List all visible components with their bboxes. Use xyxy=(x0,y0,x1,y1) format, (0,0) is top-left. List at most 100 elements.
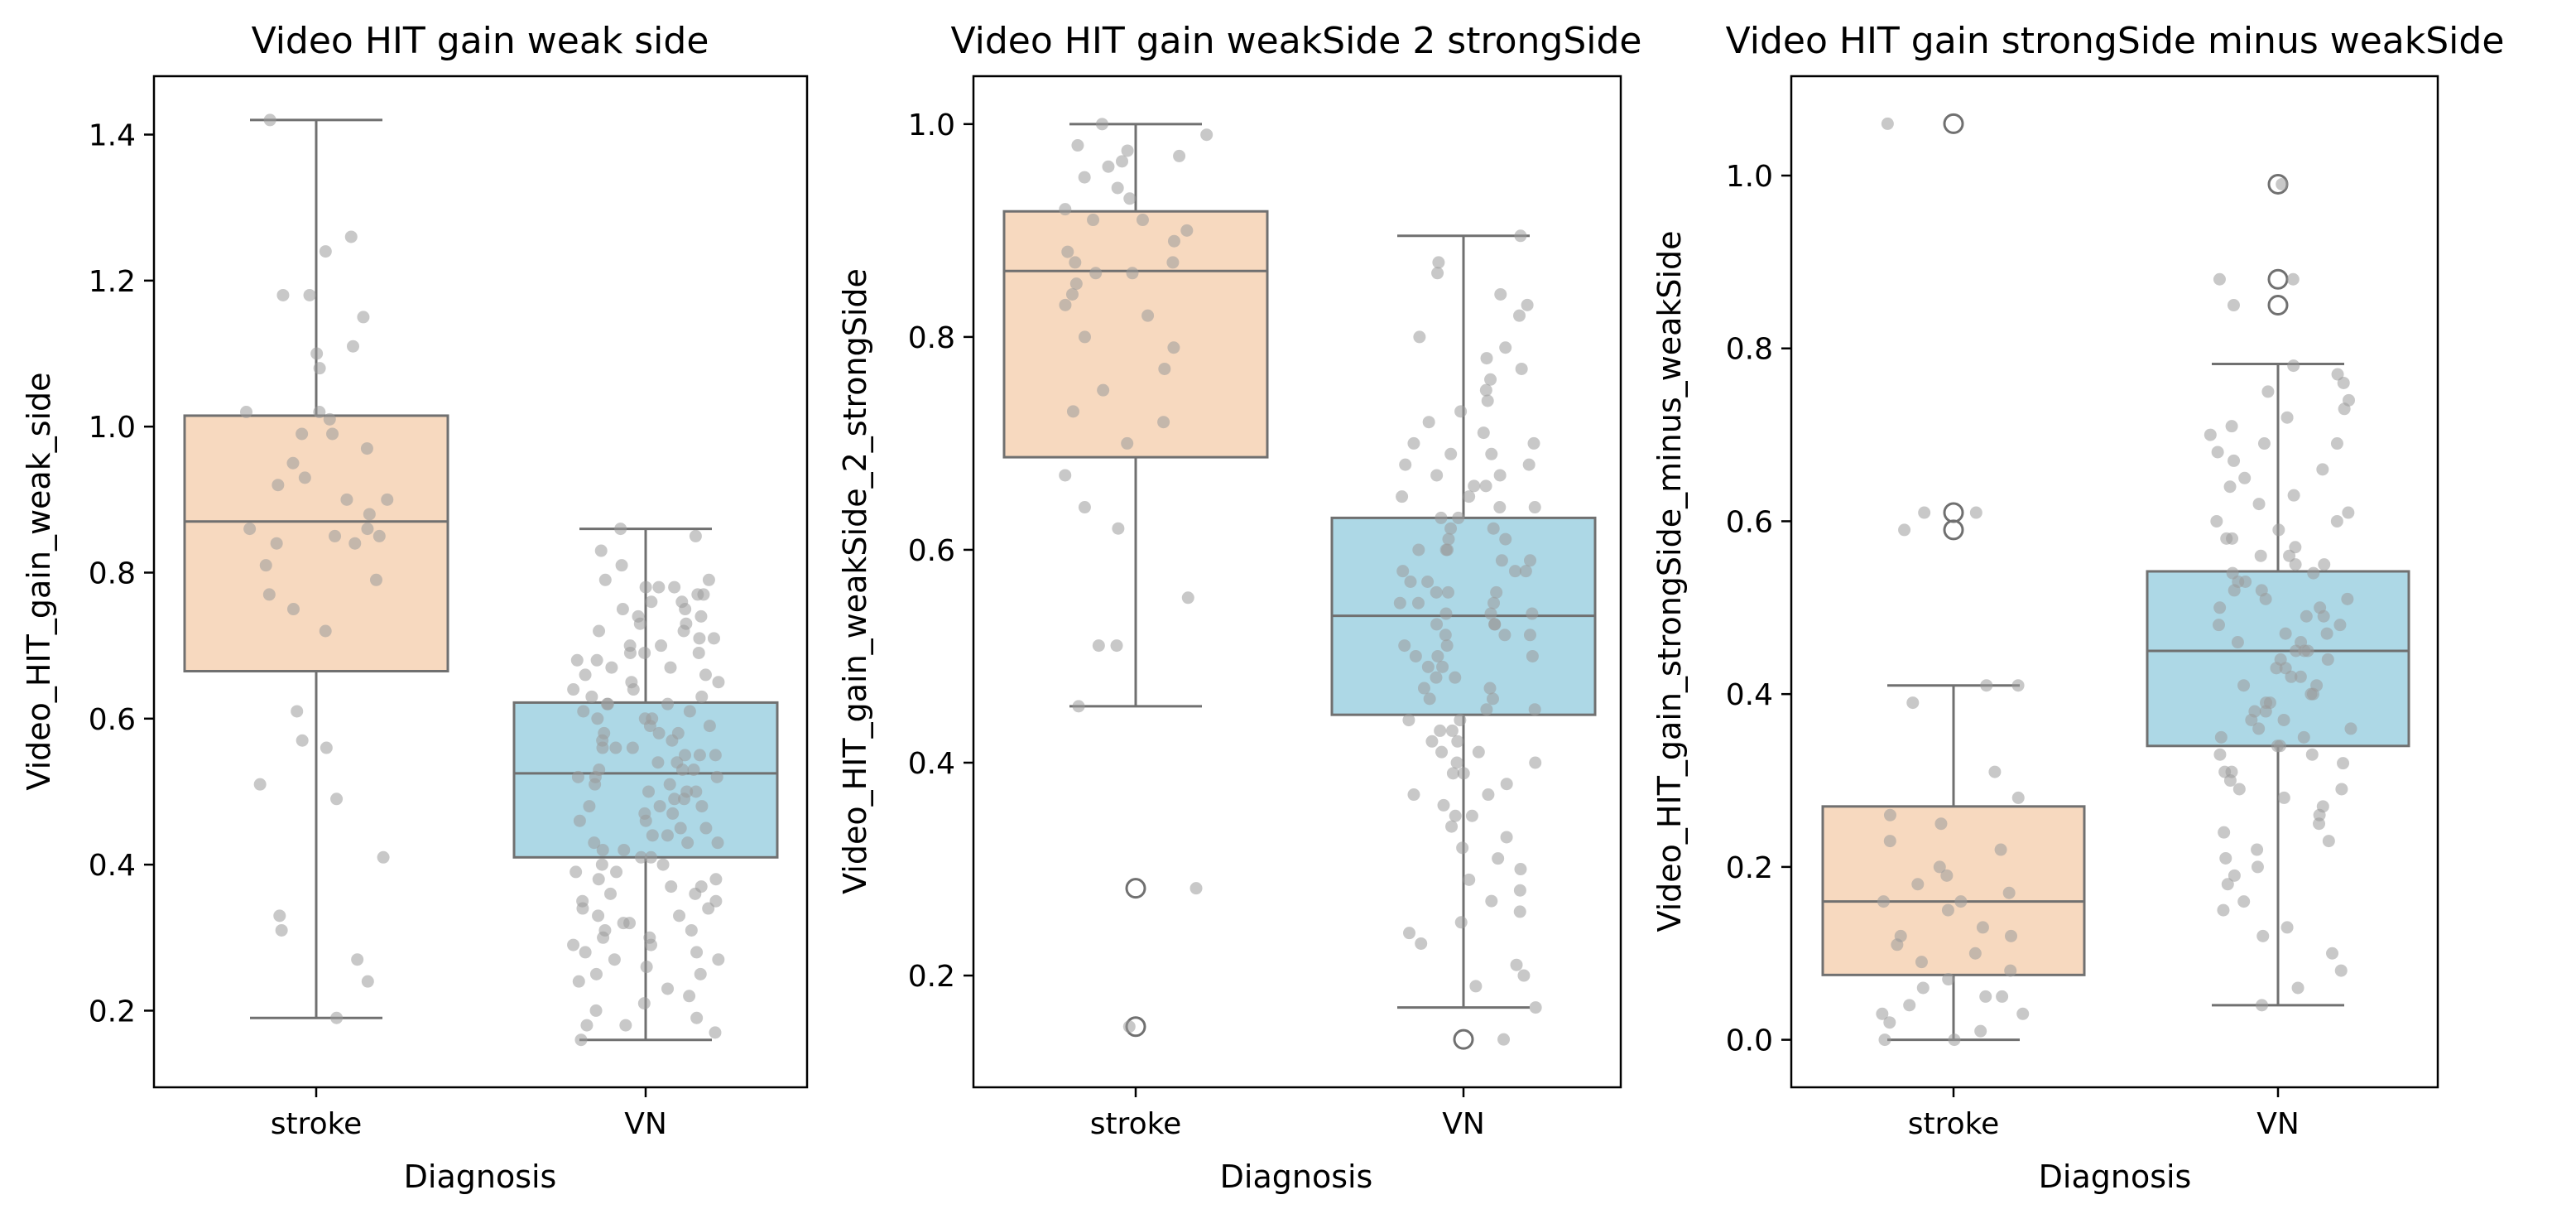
y-tick-label: 1.0 xyxy=(908,108,955,142)
data-point xyxy=(690,785,703,798)
data-point xyxy=(2335,783,2348,796)
data-point xyxy=(1891,938,1904,951)
data-point xyxy=(1463,873,1476,886)
data-point xyxy=(262,588,276,601)
data-point xyxy=(1407,436,1420,450)
data-point xyxy=(369,573,382,586)
data-point xyxy=(2016,1007,2030,1020)
data-point xyxy=(702,573,715,586)
data-point xyxy=(571,770,584,783)
data-point xyxy=(579,946,592,959)
data-point xyxy=(1493,501,1507,514)
data-point xyxy=(1449,671,1462,684)
data-point xyxy=(303,288,316,301)
data-point xyxy=(2279,627,2292,640)
data-point xyxy=(1513,884,1526,897)
data-point xyxy=(1485,894,1498,908)
data-point xyxy=(589,967,603,980)
data-point xyxy=(2300,609,2313,623)
data-point xyxy=(1102,160,1115,173)
box-stroke xyxy=(1002,210,1269,459)
data-point xyxy=(1514,229,1527,243)
data-point xyxy=(691,588,704,601)
data-point xyxy=(2277,713,2290,726)
data-point xyxy=(619,1019,632,1032)
data-point xyxy=(583,800,596,813)
y-tick-label: 0.2 xyxy=(1726,851,1773,885)
data-point xyxy=(310,347,324,360)
data-point xyxy=(1457,767,1470,780)
data-point xyxy=(638,646,651,659)
data-point xyxy=(1480,352,1493,365)
data-point xyxy=(646,829,659,842)
data-point xyxy=(1529,1001,1542,1014)
data-point xyxy=(1883,808,1896,821)
data-point xyxy=(702,902,715,915)
data-point xyxy=(2218,826,2231,839)
data-point xyxy=(1123,192,1137,205)
data-point xyxy=(1481,394,1494,407)
data-point xyxy=(1979,990,1992,1003)
data-point xyxy=(1487,522,1500,535)
y-tick-label: 1.4 xyxy=(89,119,136,153)
data-point xyxy=(1059,298,1072,311)
data-point xyxy=(357,311,370,324)
x-tick-label: VN xyxy=(624,1107,667,1141)
data-point xyxy=(576,902,589,915)
box-stroke xyxy=(183,414,449,672)
data-point xyxy=(1976,921,1989,934)
data-point xyxy=(1500,778,1513,791)
data-point xyxy=(1181,591,1194,605)
data-point xyxy=(596,741,609,754)
data-point xyxy=(1994,843,2007,856)
data-point xyxy=(666,807,680,820)
x-tick-label: VN xyxy=(1442,1107,1485,1141)
data-point xyxy=(2245,713,2258,726)
data-point xyxy=(1446,767,1459,780)
data-point xyxy=(1061,245,1074,258)
data-point xyxy=(570,653,584,667)
data-point xyxy=(694,967,707,980)
data-point xyxy=(1488,618,1502,631)
data-point xyxy=(2301,644,2314,658)
data-point xyxy=(1059,469,1072,482)
data-point xyxy=(1483,682,1497,695)
data-point xyxy=(1898,523,1911,537)
data-point xyxy=(1456,841,1469,855)
data-point xyxy=(273,909,286,923)
data-point xyxy=(1933,860,1946,874)
data-point xyxy=(1495,554,1508,567)
box-stroke xyxy=(1821,805,2086,976)
data-point xyxy=(259,559,272,572)
data-point xyxy=(1485,447,1498,460)
data-point xyxy=(1519,565,1532,578)
data-point xyxy=(296,734,309,747)
data-point xyxy=(668,581,681,594)
data-point xyxy=(1071,139,1084,152)
data-point xyxy=(1441,543,1454,556)
data-point xyxy=(603,887,617,900)
data-point xyxy=(712,676,725,689)
data-point xyxy=(1078,501,1091,514)
data-point xyxy=(319,624,332,638)
data-point xyxy=(1484,373,1497,386)
data-point xyxy=(643,720,656,733)
data-point xyxy=(695,690,709,703)
data-point xyxy=(2317,609,2330,623)
data-point xyxy=(711,836,724,850)
data-point xyxy=(661,829,674,842)
data-point xyxy=(2287,359,2300,373)
data-point xyxy=(689,529,702,542)
data-point xyxy=(329,529,342,542)
outlier-marker xyxy=(1943,113,1964,134)
data-point xyxy=(1513,309,1526,322)
data-point xyxy=(1189,882,1203,895)
y-tick-label: 0.8 xyxy=(1726,333,1773,367)
data-point xyxy=(1425,735,1439,748)
data-point xyxy=(275,923,288,937)
x-axis-label: Diagnosis xyxy=(404,1159,557,1195)
data-point xyxy=(609,741,622,754)
data-point xyxy=(270,537,283,550)
data-point xyxy=(1442,532,1455,546)
data-point xyxy=(709,749,722,762)
